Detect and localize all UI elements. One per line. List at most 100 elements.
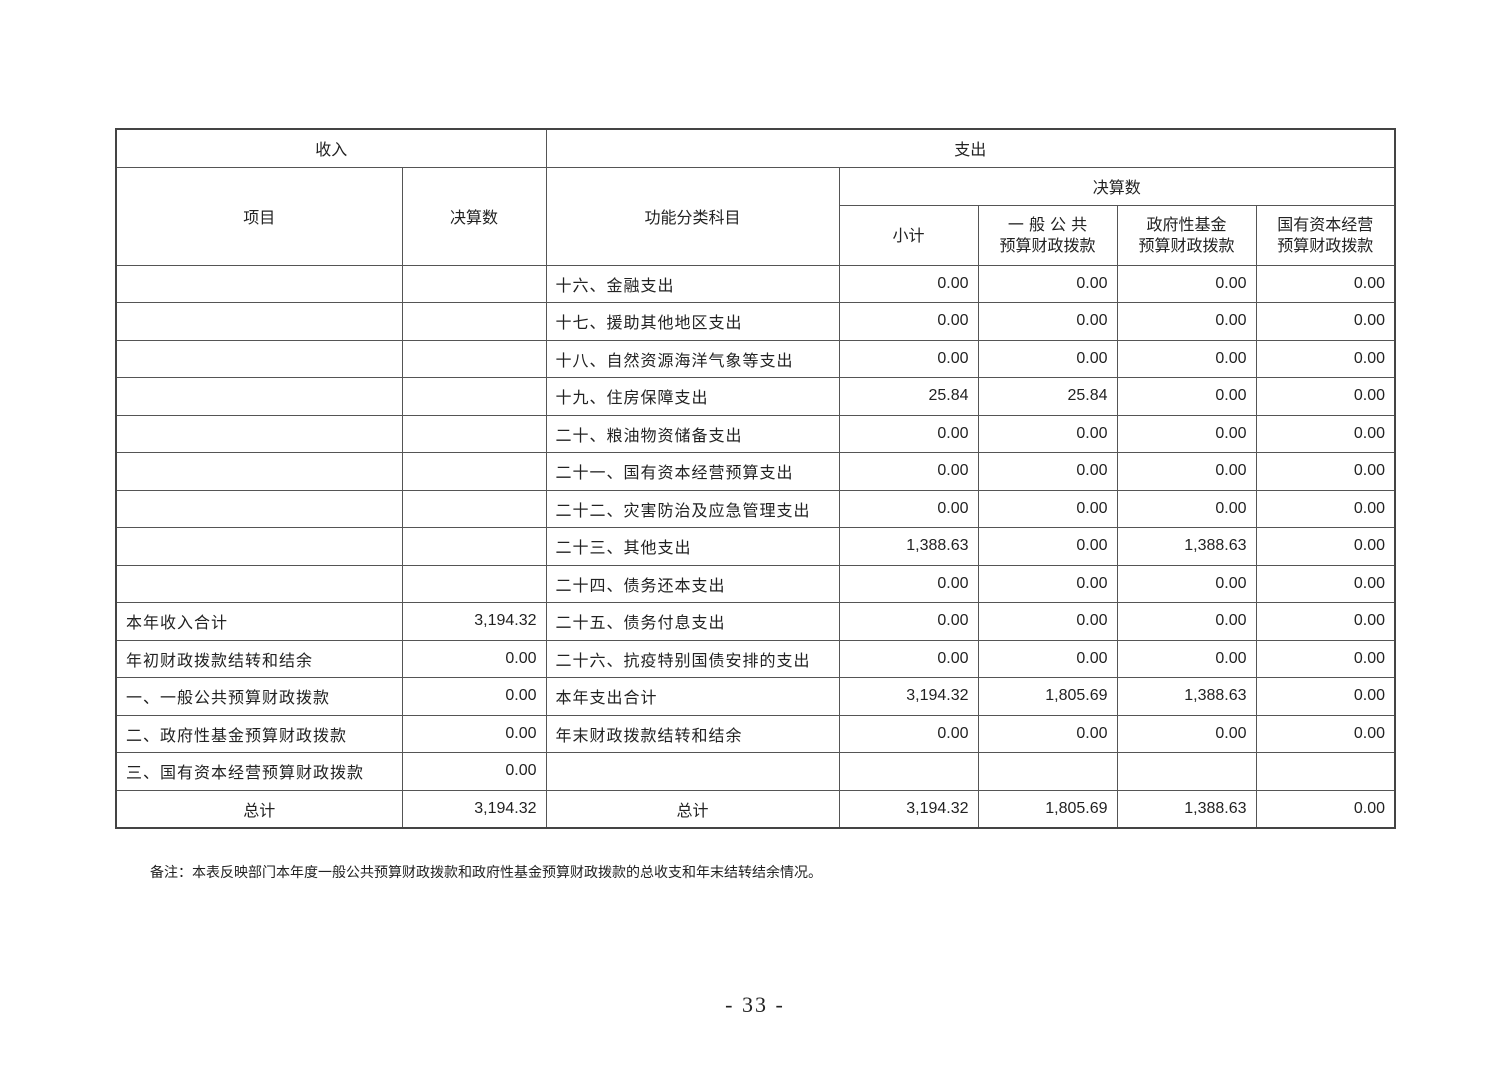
subtotal-cell [838, 752, 979, 791]
income-item-cell [115, 489, 403, 528]
state-capital-cell: 0.00 [1255, 452, 1396, 491]
expense-category-cell: 十八、自然资源海洋气象等支出 [545, 339, 840, 378]
table-row: 二、政府性基金预算财政拨款 0.00 年末财政拨款结转和结余 0.00 0.00 0.00… [115, 714, 1396, 753]
income-item-cell [115, 452, 403, 491]
gov-fund-cell: 0.00 [1116, 714, 1257, 753]
income-amount-cell: 3,194.32 [401, 789, 547, 828]
income-amount-cell: 3,194.32 [401, 602, 547, 641]
income-amount-cell: 0.00 [401, 677, 547, 716]
subtotal-cell: 0.00 [838, 452, 979, 491]
gov-fund-cell: 1,388.63 [1116, 527, 1257, 566]
income-amount-cell [401, 452, 547, 491]
general-public-cell: 0.00 [977, 527, 1118, 566]
final-amount-expense-header: 决算数 [838, 166, 1396, 206]
general-public-cell: 0.00 [977, 414, 1118, 453]
expense-category-cell: 二十四、债务还本支出 [545, 564, 840, 603]
general-public-cell: 25.84 [977, 377, 1118, 416]
income-item-cell [115, 414, 403, 453]
general-public-cell: 0.00 [977, 339, 1118, 378]
income-amount-cell [401, 264, 547, 303]
subtotal-cell: 0.00 [838, 639, 979, 678]
table-row: 二十三、其他支出 1,388.63 0.00 1,388.63 0.00 [115, 527, 1396, 566]
general-public-cell: 0.00 [977, 602, 1118, 641]
gov-fund-cell: 1,388.63 [1116, 677, 1257, 716]
subtotal-cell: 0.00 [838, 489, 979, 528]
state-capital-cell: 0.00 [1255, 602, 1396, 641]
state-capital-cell: 0.00 [1255, 264, 1396, 303]
expense-category-cell: 十九、住房保障支出 [545, 377, 840, 416]
subtotal-cell: 0.00 [838, 714, 979, 753]
gov-fund-cell: 0.00 [1116, 302, 1257, 341]
table-row: 二十一、国有资本经营预算支出 0.00 0.00 0.00 0.00 [115, 452, 1396, 491]
function-category-header: 功能分类科目 [545, 166, 840, 266]
table-row: 本年收入合计 3,194.32 二十五、债务付息支出 0.00 0.00 0.00 0.00 [115, 602, 1396, 641]
expense-category-cell: 十七、援助其他地区支出 [545, 302, 840, 341]
state-capital-cell: 0.00 [1255, 527, 1396, 566]
subtotal-cell: 25.84 [838, 377, 979, 416]
subtotal-cell: 0.00 [838, 302, 979, 341]
state-capital-cell: 0.00 [1255, 789, 1396, 828]
income-item-cell [115, 377, 403, 416]
general-public-cell: 0.00 [977, 564, 1118, 603]
income-amount-cell [401, 527, 547, 566]
subtotal-header: 小计 [838, 204, 979, 266]
state-capital-cell: 0.00 [1255, 639, 1396, 678]
table-row: 总计 3,194.32 总计 3,194.32 1,805.69 1,388.63 0.00 [115, 789, 1396, 828]
table-row: 十九、住房保障支出 25.84 25.84 0.00 0.00 [115, 377, 1396, 416]
expense-category-cell: 二十五、债务付息支出 [545, 602, 840, 641]
general-public-cell [977, 752, 1118, 791]
general-public-cell: 0.00 [977, 302, 1118, 341]
gov-fund-cell: 0.00 [1116, 602, 1257, 641]
state-capital-cell: 0.00 [1255, 302, 1396, 341]
state-capital-cell: 0.00 [1255, 714, 1396, 753]
subtotal-cell: 3,194.32 [838, 677, 979, 716]
income-item-cell: 三、国有资本经营预算财政拨款 [115, 752, 403, 791]
state-capital-cell: 0.00 [1255, 377, 1396, 416]
expense-category-cell: 年末财政拨款结转和结余 [545, 714, 840, 753]
gov-fund-cell: 0.00 [1116, 564, 1257, 603]
state-capital-cell: 0.00 [1255, 339, 1396, 378]
gov-fund-cell: 0.00 [1116, 452, 1257, 491]
income-header: 收入 [115, 128, 547, 168]
subtotal-cell: 0.00 [838, 339, 979, 378]
table-row: 二十二、灾害防治及应急管理支出 0.00 0.00 0.00 0.00 [115, 489, 1396, 528]
state-capital-header: 国有资本经营 预算财政拨款 [1255, 204, 1396, 266]
table-row: 二十、粮油物资储备支出 0.00 0.00 0.00 0.00 [115, 414, 1396, 453]
income-amount-cell [401, 489, 547, 528]
expense-category-cell: 总计 [545, 789, 840, 828]
income-item-cell: 本年收入合计 [115, 602, 403, 641]
expense-header: 支出 [545, 128, 1396, 168]
gov-fund-header: 政府性基金 预算财政拨款 [1116, 204, 1257, 266]
fiscal-appropriation-table: 收入 支出 项目 决算数 功能分类科目 决算数 小计 一 般 公 共 预算财政拨… [115, 128, 1397, 829]
table-row: 年初财政拨款结转和结余 0.00 二十六、抗疫特别国债安排的支出 0.00 0.00 0.… [115, 639, 1396, 678]
income-item-cell: 二、政府性基金预算财政拨款 [115, 714, 403, 753]
expense-category-cell: 本年支出合计 [545, 677, 840, 716]
expense-category-cell: 二十、粮油物资储备支出 [545, 414, 840, 453]
income-item-cell [115, 339, 403, 378]
income-amount-cell [401, 339, 547, 378]
general-public-cell: 0.00 [977, 489, 1118, 528]
gov-fund-cell: 0.00 [1116, 264, 1257, 303]
income-item-cell: 总计 [115, 789, 403, 828]
general-public-cell: 0.00 [977, 452, 1118, 491]
income-item-cell [115, 264, 403, 303]
income-item-cell: 年初财政拨款结转和结余 [115, 639, 403, 678]
general-public-cell: 0.00 [977, 639, 1118, 678]
gov-fund-cell: 1,388.63 [1116, 789, 1257, 828]
expense-category-cell [545, 752, 840, 791]
table-row: 二十四、债务还本支出 0.00 0.00 0.00 0.00 [115, 564, 1396, 603]
item-header: 项目 [115, 166, 403, 266]
table-row: 三、国有资本经营预算财政拨款 0.00 [115, 752, 1396, 791]
expense-category-cell: 十六、金融支出 [545, 264, 840, 303]
subtotal-cell: 0.00 [838, 414, 979, 453]
expense-category-cell: 二十二、灾害防治及应急管理支出 [545, 489, 840, 528]
general-public-cell: 1,805.69 [977, 677, 1118, 716]
income-item-cell [115, 302, 403, 341]
gov-fund-cell [1116, 752, 1257, 791]
income-amount-cell [401, 302, 547, 341]
table-row: 一、一般公共预算财政拨款 0.00 本年支出合计 3,194.32 1,805.69 1,… [115, 677, 1396, 716]
subtotal-cell: 0.00 [838, 602, 979, 641]
income-amount-cell [401, 377, 547, 416]
gov-fund-cell: 0.00 [1116, 639, 1257, 678]
income-amount-cell [401, 564, 547, 603]
